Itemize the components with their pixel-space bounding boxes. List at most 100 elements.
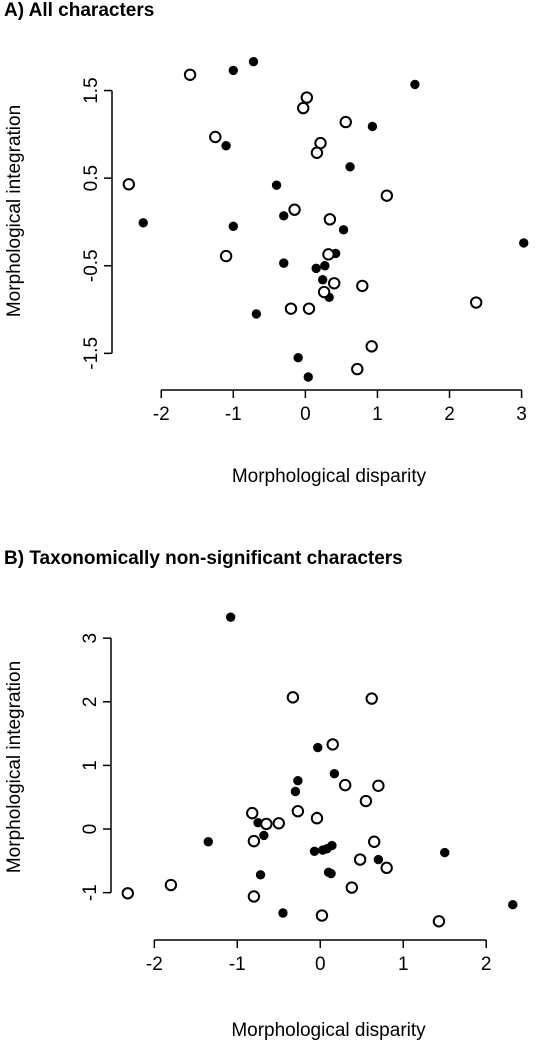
data-point-filled — [278, 908, 288, 918]
data-point-filled — [248, 56, 259, 67]
data-point-open — [121, 887, 134, 900]
scatter-plot-a: -2 -1 0 1 2 3 1.5 0.5 -0.5 -1.5 Morphological disp… — [4, 56, 529, 487]
data-point-filled — [410, 79, 420, 90]
data-point-filled — [293, 353, 303, 363]
data-point-open — [302, 302, 316, 315]
data-point-open — [323, 213, 337, 226]
data-point-open — [183, 68, 197, 81]
data-point-open — [219, 249, 233, 263]
x-tick-label: 3 — [516, 404, 527, 425]
y-tick-label: -1.5 — [81, 337, 102, 370]
data-point-open — [291, 805, 305, 818]
data-point-filled — [373, 854, 384, 865]
y-tick-label: -1 — [80, 884, 101, 901]
x-tick-label: 0 — [315, 954, 326, 975]
data-point-open — [356, 279, 369, 293]
data-point-filled — [228, 221, 239, 232]
data-point-open — [286, 691, 300, 704]
data-point-filled — [228, 65, 239, 76]
data-point-filled — [440, 847, 450, 858]
data-point-filled — [326, 868, 336, 879]
data-point-filled — [329, 768, 340, 779]
y-tick-label: 2 — [80, 697, 101, 708]
data-point-filled — [255, 870, 266, 880]
data-point-open — [288, 203, 301, 216]
data-point-open — [315, 909, 329, 922]
chart-title: B) Taxonomically non-significant charact… — [4, 548, 403, 569]
data-point-open — [380, 189, 394, 202]
data-point-open — [310, 812, 324, 825]
y-tick-label: 3 — [80, 633, 101, 644]
data-point-open — [247, 834, 261, 848]
data-point-filled — [317, 275, 328, 285]
data-point-open — [164, 878, 178, 892]
data-point-filled — [519, 238, 529, 248]
data-point-filled — [225, 612, 236, 622]
data-point-filled — [259, 830, 269, 841]
data-point-filled — [203, 837, 213, 847]
data-point-filled — [138, 218, 148, 228]
data-point-open — [339, 115, 352, 129]
data-point-open — [469, 296, 483, 309]
x-tick-label: 2 — [444, 404, 455, 425]
data-point-open — [351, 362, 364, 376]
y-tick-label: 0 — [80, 824, 101, 835]
data-point-open — [247, 890, 261, 903]
data-point-open — [272, 817, 285, 830]
y-tick-label: -0.5 — [81, 249, 102, 282]
data-point-open — [326, 738, 339, 751]
x-tick-label: 2 — [481, 954, 492, 975]
data-point-open — [322, 248, 335, 261]
x-axis-label: Morphological disparity — [231, 1020, 426, 1041]
scatter-plot-b: -2 -1 0 1 2 3 2 1 0 -1 Morphological disparity Morp… — [4, 612, 518, 1041]
data-point-filled — [290, 786, 301, 797]
data-point-filled — [221, 141, 231, 151]
data-point-filled — [271, 180, 282, 190]
x-tick-label: 1 — [372, 404, 383, 425]
data-point-open — [317, 285, 331, 299]
data-point-open — [365, 340, 378, 353]
data-point-filled — [338, 225, 349, 235]
data-point-open — [328, 277, 341, 290]
data-point-open — [246, 806, 259, 820]
data-point-filled — [251, 309, 262, 319]
data-point-filled — [367, 121, 378, 132]
data-point-open — [338, 778, 352, 792]
data-point-open — [122, 178, 136, 191]
data-point-open — [297, 101, 310, 115]
data-point-filled — [309, 846, 320, 856]
chart-title: A) All characters — [4, 0, 155, 21]
x-axis-label: Morphological disparity — [232, 466, 427, 487]
data-point-open — [345, 881, 359, 894]
data-point-open — [372, 779, 385, 792]
x-tick-label: 0 — [300, 404, 311, 425]
panel-b: B) Taxonomically non-significant charact… — [0, 548, 552, 1046]
data-point-open — [284, 302, 298, 315]
x-tick-label: -2 — [146, 954, 163, 975]
data-point-filled — [318, 845, 328, 855]
data-point-open — [359, 794, 373, 808]
y-tick-label: 0.5 — [81, 165, 102, 191]
data-point-open — [300, 91, 314, 104]
data-point-filled — [293, 775, 303, 786]
data-point-filled — [279, 211, 289, 221]
data-point-filled — [508, 900, 518, 910]
data-point-open — [209, 130, 222, 144]
data-point-filled — [313, 742, 323, 753]
data-point-open — [260, 817, 273, 831]
data-point-open — [353, 853, 367, 866]
x-tick-label: -2 — [153, 404, 170, 425]
data-point-filled — [320, 261, 330, 271]
data-point-open — [380, 861, 393, 875]
panel-a: A) All characters -2 -1 0 1 2 3 1.5 0.5 -0.5 -1.5… — [0, 0, 552, 500]
y-tick-label: 1.5 — [81, 77, 102, 103]
data-point-open — [432, 915, 446, 928]
y-axis-label: Morphological integration — [4, 661, 25, 873]
x-tick-label: -1 — [229, 954, 246, 975]
data-point-filled — [279, 258, 289, 268]
data-point-filled — [311, 263, 321, 274]
x-tick-label: -1 — [225, 404, 242, 425]
y-tick-label: 1 — [80, 760, 101, 771]
data-point-open — [368, 835, 381, 848]
data-point-open — [365, 692, 378, 705]
